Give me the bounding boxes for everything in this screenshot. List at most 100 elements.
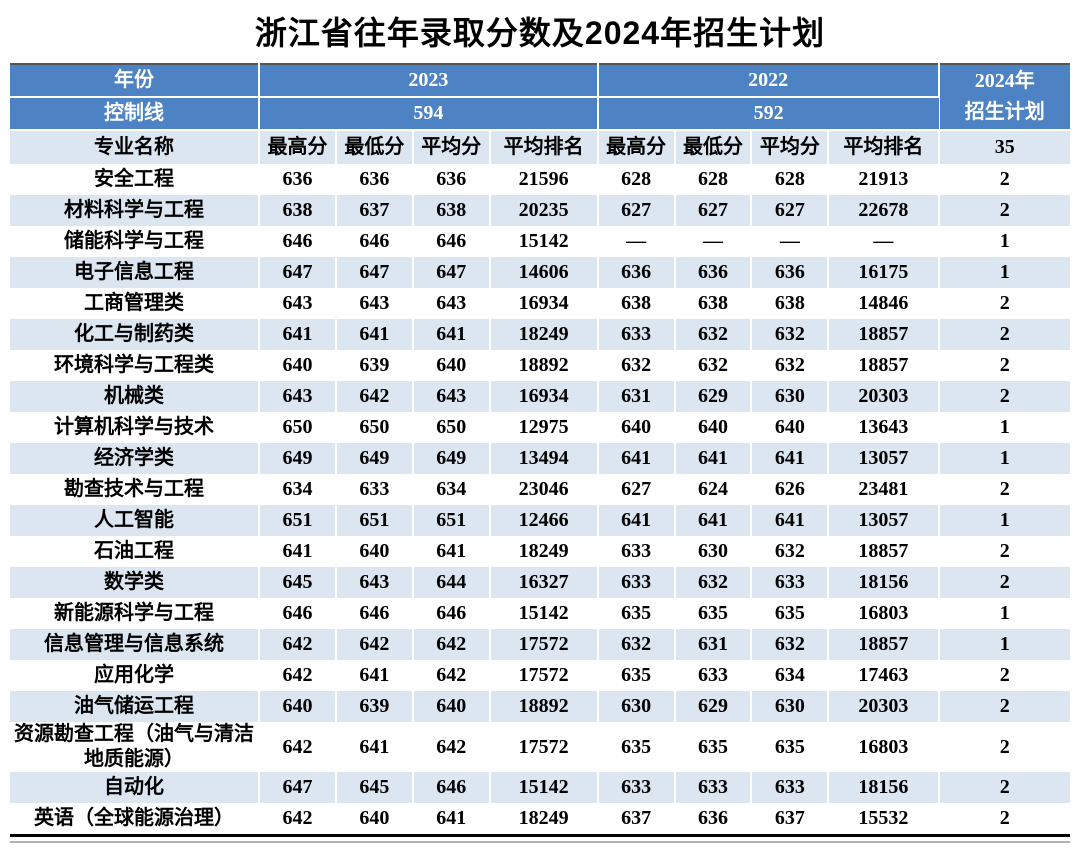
score-cell: 650 [412, 412, 491, 443]
score-cell: 635 [597, 660, 676, 691]
score-cell: 627 [597, 474, 676, 505]
score-cell: 17463 [828, 660, 940, 691]
score-cell: 16934 [489, 381, 599, 412]
plan-header-line1: 2024年 [974, 70, 1035, 92]
plan-count-cell: 2 [938, 195, 1070, 226]
score-cell: 642 [259, 722, 337, 772]
major-name-cell: 计算机科学与技术 [10, 412, 261, 443]
subheader-cell-avg-2023: 平均分 [412, 130, 491, 164]
plan-count-cell: 1 [938, 629, 1070, 660]
major-name-cell: 机械类 [10, 381, 261, 412]
score-cell: 18857 [828, 350, 940, 381]
major-name-cell: 安全工程 [10, 164, 261, 195]
table-row: 数学类 645 643 644 16327 633 632 633 18156 2 [10, 567, 1070, 598]
table-row: 应用化学 642 641 642 17572 635 633 634 17463 2 [10, 660, 1070, 691]
score-cell: 651 [335, 505, 414, 536]
score-cell: 642 [335, 629, 414, 660]
score-cell: 16327 [489, 567, 599, 598]
major-name-cell: 储能科学与工程 [10, 226, 261, 257]
page: 浙江省往年录取分数及2024年招生计划 年份 2023 2022 2024年 招… [10, 0, 1070, 843]
score-cell: 628 [751, 164, 830, 195]
score-cell: — [597, 226, 676, 257]
plan-count-cell: 2 [938, 319, 1070, 350]
table-row: 油气储运工程 640 639 640 18892 630 629 630 20303 2 [10, 691, 1070, 722]
score-cell: 628 [597, 164, 676, 195]
page-title: 浙江省往年录取分数及2024年招生计划 [254, 15, 826, 51]
score-cell: 636 [412, 164, 491, 195]
score-cell: 646 [259, 598, 337, 629]
score-cell: 633 [597, 772, 676, 803]
score-cell: 13057 [828, 505, 940, 536]
subheader-row: 专业名称 最高分 最低分 平均分 平均排名 最高分 最低分 平均分 平均排名 3… [10, 130, 1070, 164]
score-cell: 649 [259, 443, 337, 474]
table-row: 工商管理类 643 643 643 16934 638 638 638 14846 2 [10, 288, 1070, 319]
table-row: 经济学类 649 649 649 13494 641 641 641 13057 1 [10, 443, 1070, 474]
score-cell: 630 [674, 536, 753, 567]
score-cell: 18156 [828, 772, 940, 803]
score-cell: 634 [751, 660, 830, 691]
score-cell: 18892 [489, 350, 599, 381]
score-cell: 633 [674, 772, 753, 803]
score-cell: 14846 [828, 288, 940, 319]
major-label-cell: 专业名称 [10, 130, 261, 164]
score-cell: 632 [751, 319, 830, 350]
score-cell: 637 [751, 803, 830, 836]
score-cell: 643 [335, 288, 414, 319]
score-cell: 15142 [489, 226, 599, 257]
score-cell: 647 [259, 257, 337, 288]
table-row: 人工智能 651 651 651 12466 641 641 641 13057 1 [10, 505, 1070, 536]
plan-count-cell: 1 [938, 505, 1070, 536]
score-cell: 642 [259, 660, 337, 691]
score-cell: 627 [751, 195, 830, 226]
score-cell: 642 [259, 629, 337, 660]
table-row: 材料科学与工程 638 637 638 20235 627 627 627 22678 2 [10, 195, 1070, 226]
score-cell: 643 [259, 288, 337, 319]
score-cell: 651 [259, 505, 337, 536]
table-row: 新能源科学与工程 646 646 646 15142 635 635 635 16803 1 [10, 598, 1070, 629]
score-cell: 641 [259, 319, 337, 350]
score-cell: 632 [674, 319, 753, 350]
score-cell: 642 [335, 381, 414, 412]
table-row: 资源勘查工程（油气与清洁地质能源） 642 641 642 17572 635 635 635… [10, 722, 1070, 772]
major-name-cell: 应用化学 [10, 660, 261, 691]
score-cell: 633 [597, 319, 676, 350]
table-row: 安全工程 636 636 636 21596 628 628 628 21913 2 [10, 164, 1070, 195]
score-cell: 15532 [828, 803, 940, 836]
score-cell: 633 [335, 474, 414, 505]
score-cell: 646 [412, 226, 491, 257]
score-cell: 626 [751, 474, 830, 505]
score-cell: 20303 [828, 381, 940, 412]
score-cell: 630 [751, 691, 830, 722]
score-cell: 636 [674, 803, 753, 836]
score-cell: 649 [335, 443, 414, 474]
score-cell: 641 [674, 443, 753, 474]
score-cell: 637 [335, 195, 414, 226]
major-name-cell: 化工与制药类 [10, 319, 261, 350]
subheader-cell-avg-2022: 平均分 [751, 130, 830, 164]
score-cell: 632 [751, 350, 830, 381]
score-cell: 636 [597, 257, 676, 288]
score-cell: 21596 [489, 164, 599, 195]
score-cell: 640 [259, 691, 337, 722]
score-cell: 15142 [489, 598, 599, 629]
score-cell: 21913 [828, 164, 940, 195]
score-cell: 632 [597, 629, 676, 660]
score-cell: 643 [335, 567, 414, 598]
score-cell: 624 [674, 474, 753, 505]
plan-count-cell: 2 [999, 807, 1010, 829]
subheader-cell-min-2022: 最低分 [674, 130, 753, 164]
score-cell: 628 [674, 164, 753, 195]
score-cell: 635 [597, 598, 676, 629]
table-row: 信息管理与信息系统 642 642 642 17572 632 631 632 18857 1 [10, 629, 1070, 660]
score-cell: 638 [597, 288, 676, 319]
plan-count-cell: 2 [999, 478, 1010, 500]
table-row: 勘查技术与工程 634 633 634 23046 627 624 626 23481 2 [10, 474, 1070, 505]
score-cell: 641 [335, 660, 414, 691]
score-cell: 635 [751, 598, 830, 629]
score-cell: 18892 [489, 691, 599, 722]
score-cell: 643 [412, 288, 491, 319]
major-name-cell: 人工智能 [10, 505, 261, 536]
score-cell: 635 [674, 598, 753, 629]
control-line-row: 控制线 594 592 [10, 97, 1070, 131]
plan-count-cell: 2 [938, 567, 1070, 598]
